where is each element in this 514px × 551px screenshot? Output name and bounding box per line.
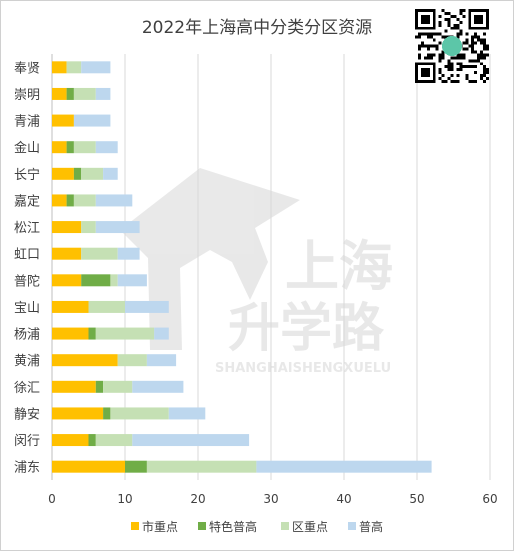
bar-segment [52,274,82,287]
y-tick-label: 静安 [14,407,40,422]
bar-segment [95,141,118,154]
bar-segment [52,114,74,127]
bar-segment [73,194,96,207]
x-tick-label: 30 [263,492,278,506]
legend-swatch [281,522,289,530]
x-tick-label: 60 [482,492,497,506]
bar-segment [95,194,133,207]
bar-segment [52,380,96,393]
bar-segment [95,87,111,100]
bar-segment [52,407,104,420]
bar-segment [52,247,82,260]
bar-segment [73,167,82,180]
bar-segment [117,247,140,260]
watermark-line1: 上海 [285,235,393,298]
legend-label: 市重点 [142,519,178,534]
bar-segment [95,221,140,234]
legend-swatch [348,522,356,530]
x-tick-label: 0 [48,492,56,506]
bar-segment [66,194,74,207]
bar-segment [110,407,169,420]
bar-segment [95,434,133,447]
watermark: 上海 升学路 SHANGHAISHENGXUELU [120,168,393,376]
bar-segment [81,61,111,74]
y-tick-label: 宝山 [14,301,40,316]
bar-segment [52,354,118,367]
bar-segment [125,300,169,313]
legend: 市重点 特色普高 区重点 普高 [131,519,383,534]
bar-segment [81,221,96,234]
bar-segment [66,61,82,74]
bar-segment [88,434,96,447]
bar-segment [52,434,89,447]
watermark-line3: SHANGHAISHENGXUELU [215,361,391,376]
bar-segment [52,61,67,74]
y-tick-label: 闵行 [14,434,40,449]
bar-segment [52,194,67,207]
x-tick-label: 40 [336,492,351,506]
x-tick-label: 10 [117,492,132,506]
watermark-line2: 升学路 [228,299,385,359]
bar-segment [52,167,74,180]
bar-segment [146,460,257,473]
bar-segment [88,300,125,313]
y-tick-label: 黄浦 [14,354,40,369]
bar-segment [73,114,111,127]
bar-segment [81,167,104,180]
bar-segment [117,274,147,287]
bar-segment [52,221,82,234]
bar-segment [103,407,111,420]
bar-segment [95,327,155,340]
bar-segment [125,460,147,473]
y-tick-label: 浦东 [14,461,40,476]
y-tick-label: 奉贤 [14,61,40,76]
bar-segment [168,407,206,420]
x-tick-label: 20 [190,492,205,506]
bar-segment [103,167,118,180]
y-tick-label: 崇明 [14,88,40,103]
legend-label: 特色普高 [209,519,257,534]
bar-segment [81,274,111,287]
legend-swatch [198,522,206,530]
bar-segment [132,380,184,393]
y-tick-label: 长宁 [14,167,40,183]
bar-segment [66,87,74,100]
bar-segment [66,141,74,154]
bar-segment [52,141,67,154]
y-tick-label: 金山 [14,140,40,156]
x-axis-labels: 0 10 20 30 40 50 60 [48,492,497,506]
bar-segment [95,380,104,393]
bar-segment [52,460,125,473]
y-tick-label: 杨浦 [14,328,40,343]
legend-swatch [131,522,139,530]
qr-code [415,9,489,83]
y-tick-label: 青浦 [14,115,40,130]
bar-segment [103,380,133,393]
bar-segment [117,354,147,367]
y-tick-label: 嘉定 [14,194,40,209]
bar-segment [52,327,89,340]
bar-segment [132,434,250,447]
bar-segment [88,327,96,340]
bar-segment [110,274,118,287]
x-tick-label: 50 [409,492,424,506]
y-tick-label: 虹口 [14,248,40,263]
bar-segment [73,87,96,100]
bar-segment [146,354,177,367]
bar-segment [52,87,67,100]
legend-label: 普高 [359,519,383,534]
legend-label: 区重点 [292,520,328,534]
y-tick-label: 徐汇 [14,381,40,396]
bars [52,61,432,473]
y-tick-label: 普陀 [14,273,40,289]
bar-segment [256,460,432,473]
bar-segment [154,327,169,340]
y-tick-label: 松江 [14,221,40,236]
bar-segment [81,247,118,260]
chart-title: 2022年上海高中分类分区资源 [141,18,373,38]
bar-segment [52,300,89,313]
bar-segment [73,141,96,154]
